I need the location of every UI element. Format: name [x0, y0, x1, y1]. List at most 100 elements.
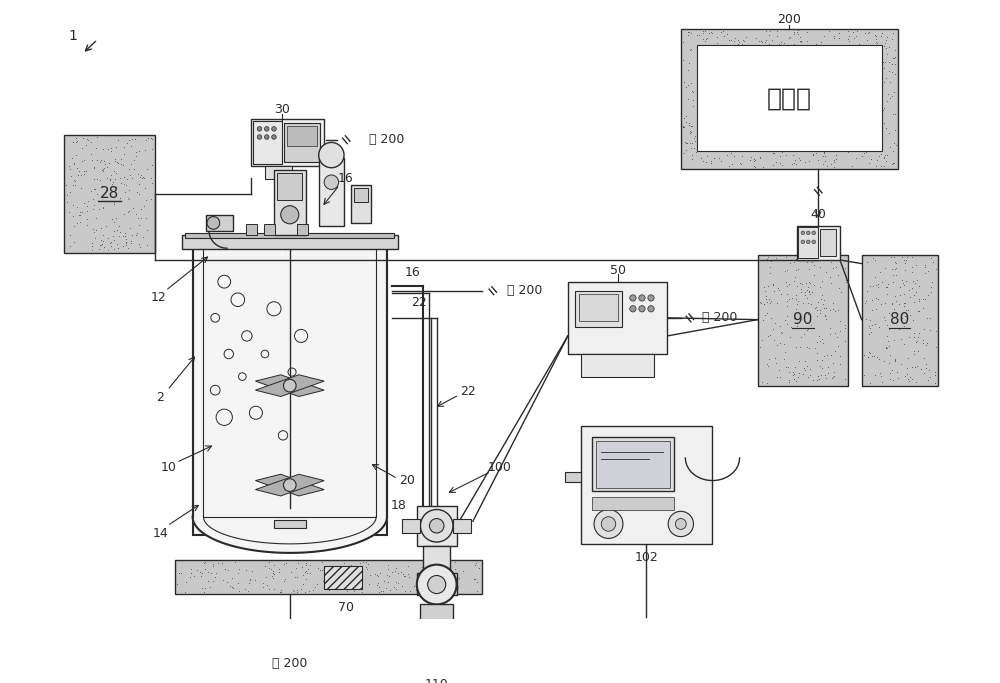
Point — [337, 570, 353, 581]
Point — [298, 560, 314, 571]
Point — [192, 567, 208, 578]
Point — [684, 121, 700, 132]
Point — [724, 88, 740, 99]
Circle shape — [806, 231, 810, 235]
Point — [799, 116, 815, 127]
Point — [683, 44, 699, 55]
Point — [793, 251, 809, 262]
Point — [848, 153, 864, 164]
Point — [238, 565, 254, 576]
Point — [850, 128, 866, 139]
Point — [761, 38, 777, 49]
Point — [287, 572, 303, 583]
Point — [882, 373, 898, 384]
Point — [709, 31, 725, 42]
Point — [756, 281, 772, 292]
Point — [792, 97, 808, 108]
Point — [868, 292, 884, 303]
Point — [115, 240, 131, 251]
Point — [869, 37, 885, 48]
Point — [786, 374, 802, 385]
Point — [818, 46, 834, 57]
Point — [776, 128, 792, 139]
Point — [124, 229, 140, 240]
Point — [893, 334, 909, 345]
Point — [828, 150, 844, 161]
Point — [759, 254, 775, 265]
Point — [697, 36, 713, 46]
Point — [765, 148, 781, 158]
Point — [65, 180, 81, 191]
Point — [781, 377, 797, 388]
Point — [865, 281, 881, 292]
Point — [831, 32, 847, 43]
Point — [862, 323, 878, 334]
Point — [273, 587, 289, 598]
Point — [793, 111, 809, 122]
Point — [69, 201, 85, 212]
Point — [196, 587, 212, 598]
Point — [88, 212, 104, 223]
Point — [812, 335, 828, 346]
Point — [857, 297, 873, 308]
Point — [676, 112, 692, 123]
Point — [756, 298, 772, 309]
Circle shape — [428, 576, 446, 594]
Bar — [417, 573, 457, 596]
Point — [723, 55, 739, 66]
Point — [183, 568, 199, 579]
Point — [725, 104, 741, 115]
Point — [345, 563, 361, 574]
Point — [787, 361, 803, 372]
Circle shape — [272, 126, 276, 131]
Point — [396, 570, 412, 581]
Point — [792, 96, 808, 107]
Point — [769, 135, 785, 145]
Point — [786, 124, 802, 135]
Point — [358, 561, 374, 572]
Point — [734, 124, 750, 135]
Point — [109, 156, 125, 167]
Point — [726, 151, 742, 162]
Point — [193, 570, 209, 581]
Point — [119, 137, 135, 148]
Point — [814, 363, 830, 374]
Point — [762, 330, 778, 341]
Point — [326, 566, 342, 576]
Point — [120, 206, 136, 217]
Point — [774, 76, 790, 87]
Point — [768, 358, 784, 369]
Point — [906, 349, 922, 360]
Point — [683, 142, 699, 153]
Point — [290, 558, 306, 569]
Point — [789, 320, 805, 331]
Point — [694, 103, 710, 114]
Point — [870, 278, 886, 289]
Point — [721, 161, 737, 171]
Point — [115, 159, 131, 170]
Point — [759, 307, 775, 318]
Point — [850, 96, 866, 107]
Point — [434, 570, 450, 581]
Point — [99, 162, 115, 173]
Point — [740, 94, 756, 104]
Point — [744, 113, 760, 124]
Point — [803, 109, 819, 120]
Point — [882, 141, 898, 152]
Point — [380, 563, 396, 574]
Point — [700, 96, 716, 107]
Point — [96, 163, 112, 173]
Point — [65, 199, 81, 210]
Point — [819, 40, 835, 51]
Point — [326, 565, 342, 576]
Point — [102, 238, 118, 249]
Point — [840, 146, 856, 157]
Point — [876, 76, 892, 87]
Point — [103, 241, 119, 252]
Point — [916, 324, 932, 335]
Point — [820, 59, 836, 70]
Point — [889, 367, 905, 378]
Point — [144, 159, 160, 170]
Point — [816, 48, 832, 59]
Point — [337, 574, 353, 585]
